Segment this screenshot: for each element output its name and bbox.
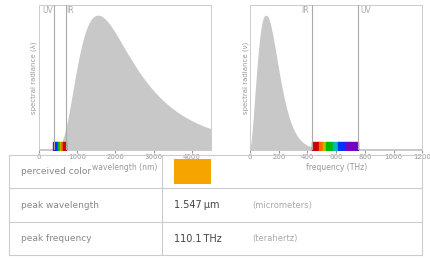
Text: IR: IR: [301, 5, 308, 14]
Text: (terahertz): (terahertz): [252, 234, 298, 243]
Text: peak frequency: peak frequency: [21, 234, 92, 243]
Bar: [174, 159, 211, 184]
X-axis label: frequency (THz): frequency (THz): [305, 163, 366, 172]
Text: UV: UV: [43, 5, 53, 14]
Text: 110.1 THz: 110.1 THz: [174, 234, 221, 244]
Text: perceived color: perceived color: [21, 167, 91, 176]
Text: peak wavelength: peak wavelength: [21, 201, 99, 209]
Y-axis label: spectral radiance (λ): spectral radiance (λ): [31, 41, 37, 114]
Text: UV: UV: [360, 5, 371, 14]
Text: 1.547 μm: 1.547 μm: [174, 200, 219, 210]
Y-axis label: spectral radiance (ν): spectral radiance (ν): [242, 41, 248, 114]
X-axis label: wavelength (nm): wavelength (nm): [92, 163, 157, 172]
Text: IR: IR: [66, 5, 74, 14]
Text: (micrometers): (micrometers): [252, 201, 312, 209]
